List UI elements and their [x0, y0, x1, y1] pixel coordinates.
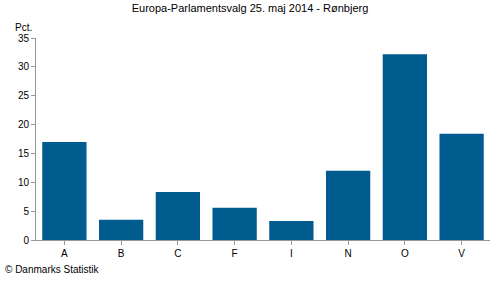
svg-text:30: 30	[18, 61, 30, 72]
svg-text:5: 5	[23, 206, 29, 217]
svg-text:O: O	[401, 248, 409, 259]
svg-text:10: 10	[18, 177, 30, 188]
svg-text:Pct.: Pct.	[15, 22, 32, 33]
svg-text:© Danmarks Statistik: © Danmarks Statistik	[5, 264, 100, 275]
svg-text:0: 0	[23, 235, 29, 246]
svg-text:B: B	[118, 248, 125, 259]
svg-text:C: C	[174, 248, 181, 259]
svg-text:N: N	[345, 248, 352, 259]
svg-text:35: 35	[18, 33, 30, 44]
svg-text:I: I	[290, 248, 293, 259]
svg-text:A: A	[61, 248, 68, 259]
svg-text:15: 15	[18, 148, 30, 159]
svg-text:25: 25	[18, 90, 30, 101]
svg-text:20: 20	[18, 119, 30, 130]
svg-text:V: V	[458, 248, 465, 259]
svg-text:F: F	[232, 248, 238, 259]
svg-text:Europa-Parlamentsvalg 25. maj: Europa-Parlamentsvalg 25. maj 2014 - Røn…	[132, 2, 369, 14]
